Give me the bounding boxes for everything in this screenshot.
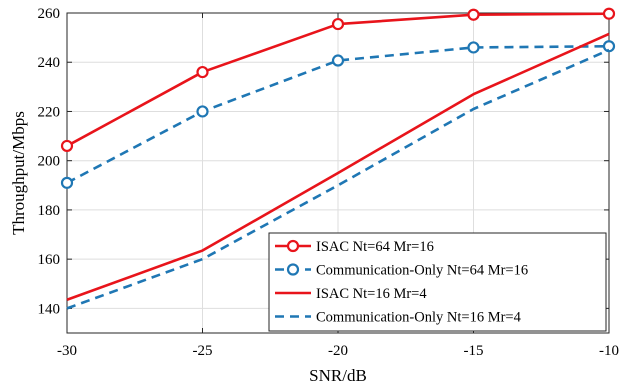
y-tick-label: 160 [38, 252, 61, 268]
y-tick-label: 220 [38, 104, 61, 120]
legend: ISAC Nt=64 Mr=16 Communication-Only Nt=64… [268, 232, 607, 332]
data-point [60, 176, 74, 189]
axis-ticks: -30 -25 -20 -15 -10 140 160 180 200 220 240 260 [38, 6, 620, 359]
series-line [66, 32, 610, 301]
y-tick-label: 140 [38, 301, 61, 317]
series-layer [60, 7, 616, 310]
data-point [602, 40, 616, 53]
y-tick-label: 260 [38, 6, 61, 22]
series-line [66, 48, 610, 310]
data-point [331, 54, 345, 67]
legend-entry-label: Communication-Only Nt=16 Mr=4 [316, 310, 522, 326]
legend-box [268, 232, 607, 332]
y-tick-label: 240 [38, 55, 61, 71]
data-point [196, 105, 209, 118]
y-axis-label: Throughput/Mbps [9, 111, 28, 235]
x-tick-label: -10 [599, 343, 619, 359]
x-tick-label: -15 [464, 343, 484, 359]
data-point [60, 139, 74, 153]
x-tick-label: -20 [328, 343, 348, 359]
data-point [467, 41, 480, 54]
data-point [196, 65, 209, 79]
legend-swatch-marker [286, 263, 300, 276]
x-tick-label: -25 [193, 343, 213, 359]
series-2 [60, 40, 616, 189]
data-point [602, 7, 616, 20]
series-4 [66, 48, 610, 310]
legend-entry-label: Communication-Only Nt=64 Mr=16 [316, 263, 528, 279]
series-3 [66, 32, 610, 301]
x-tick-label: -30 [57, 343, 77, 359]
legend-entry-label: ISAC Nt=16 Mr=4 [316, 286, 427, 302]
y-tick-label: 200 [38, 154, 61, 170]
legend-swatch-marker [286, 239, 300, 253]
data-point [331, 17, 345, 31]
x-axis-label: SNR/dB [309, 366, 367, 385]
y-tick-label: 180 [38, 203, 61, 219]
series-1 [60, 7, 616, 153]
data-point [467, 8, 480, 21]
legend-entry-label: ISAC Nt=64 Mr=16 [316, 239, 434, 255]
